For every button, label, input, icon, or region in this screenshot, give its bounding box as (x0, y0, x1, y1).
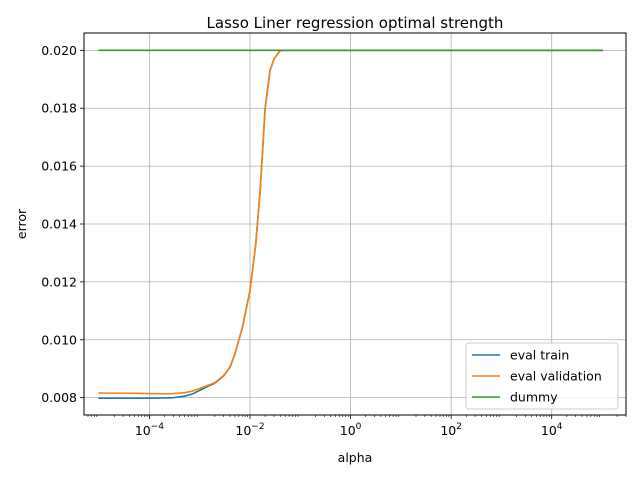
legend-label-eval-train: eval train (510, 348, 569, 363)
x-tick-label-base: 10 (235, 423, 251, 438)
x-tick-label-base: 10 (440, 423, 456, 438)
y-tick-label: 0.020 (41, 43, 77, 58)
y-tick-label: 0.014 (41, 217, 77, 232)
x-tick-label-exponent: 0 (356, 422, 362, 432)
legend-label-eval-validation: eval validation (510, 369, 602, 384)
y-tick-label: 0.016 (41, 159, 77, 174)
y-axis-ticks: 0.008 0.010 0.012 0.014 0.016 0.018 0.020 (41, 43, 84, 405)
y-tick-label: 0.010 (41, 332, 77, 347)
y-tick-label: 0.012 (41, 274, 77, 289)
y-axis-label: error (14, 208, 29, 239)
y-tick-label: 0.008 (41, 390, 77, 405)
x-tick-label-base: 10 (340, 423, 356, 438)
x-tick-label-base: 10 (541, 423, 557, 438)
y-tick-label: 0.018 (41, 101, 77, 116)
x-tick-label-exponent: 4 (557, 422, 563, 432)
x-tick-label: 10−4 (135, 422, 164, 438)
chart-title: Lasso Liner regression optimal strength (207, 14, 504, 32)
x-tick-label-exponent: 2 (456, 422, 462, 432)
x-tick-label: 104 (541, 422, 563, 438)
x-axis-label: alpha (338, 450, 373, 465)
legend-label-dummy: dummy (510, 390, 558, 405)
x-tick-label-exponent: −4 (151, 422, 165, 432)
series-lines (98, 49, 603, 400)
x-tick-label: 102 (440, 422, 462, 438)
x-tick-label-base: 10 (135, 423, 151, 438)
legend: eval train eval validation dummy (465, 342, 619, 410)
x-tick-label-exponent: −2 (251, 422, 264, 432)
x-tick-label: 10−2 (235, 422, 264, 438)
x-axis-ticks: 10−4 10−2 100 102 104 (87, 415, 627, 438)
x-tick-label: 100 (340, 422, 362, 438)
legend-box (465, 342, 619, 410)
